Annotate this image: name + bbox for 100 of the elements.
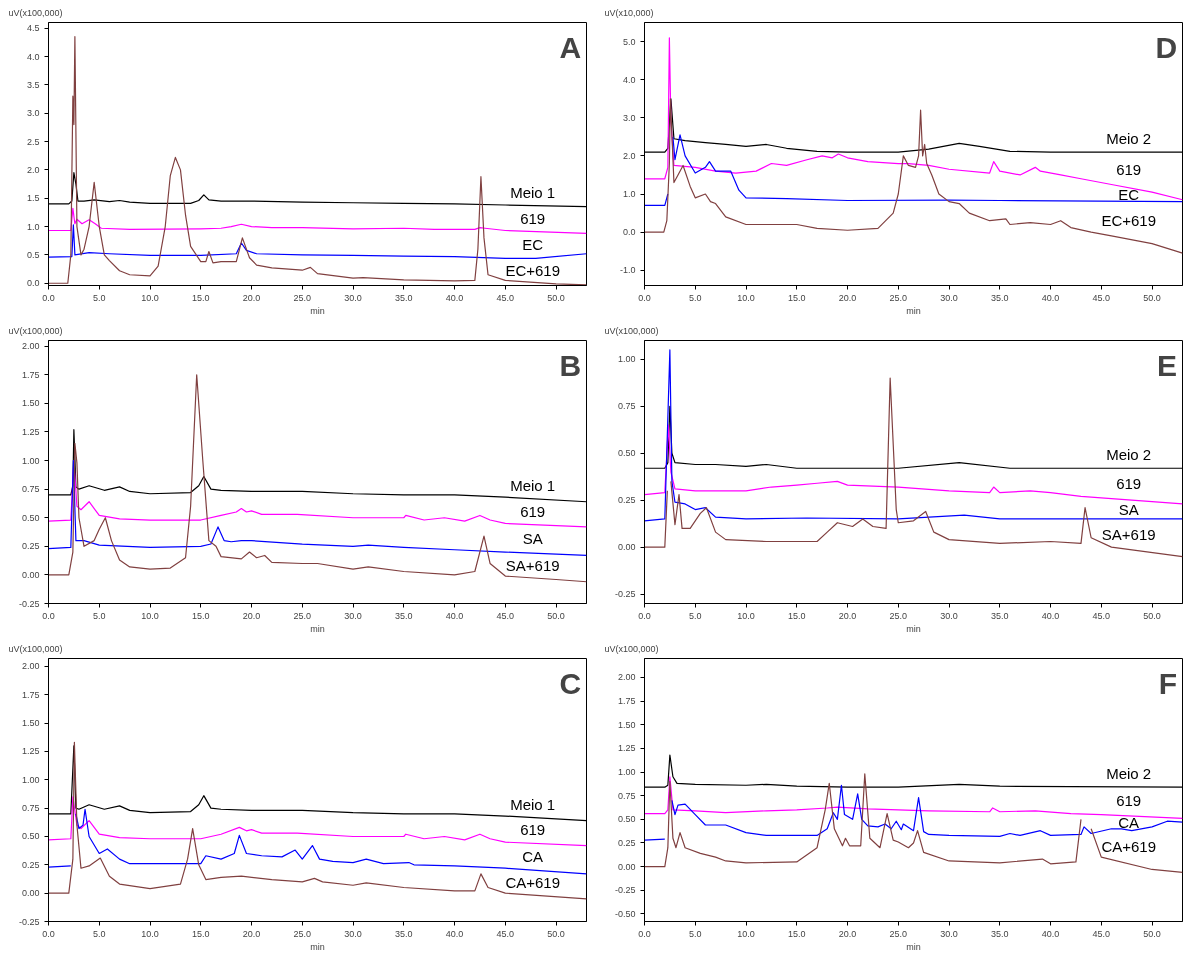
y-tick-label: 0.75 — [21, 803, 40, 814]
y-tick-label: 4.5 — [26, 23, 40, 34]
y-tick-label: 1.0 — [26, 221, 40, 232]
x-tick-label: 5.0 — [93, 610, 106, 621]
x-axis-title: min — [906, 623, 921, 634]
y-tick-label: -0.25 — [18, 916, 40, 927]
y-axis-title: uV(x100,000) — [604, 325, 659, 336]
x-tick-label: 40.0 — [445, 292, 464, 303]
x-tick-label: 35.0 — [991, 928, 1009, 939]
series-label: 619 — [520, 209, 546, 227]
y-tick-label: 0.50 — [21, 831, 40, 842]
y-tick-label: 1.25 — [21, 426, 40, 437]
series-label: EC+619 — [505, 261, 561, 279]
x-tick-label: 0.0 — [42, 292, 55, 303]
y-tick-label: 1.5 — [26, 193, 40, 204]
x-tick-label: 0.0 — [638, 610, 651, 621]
x-tick-label: 45.0 — [1092, 928, 1111, 939]
x-tick-label: 30.0 — [940, 292, 958, 303]
series-label: EC — [522, 236, 544, 254]
x-tick-label: 0.0 — [42, 610, 55, 621]
x-tick-label: 25.0 — [293, 928, 312, 939]
y-tick-label: 3.0 — [26, 108, 40, 119]
series-label: CA — [522, 848, 544, 866]
x-tick-label: 30.0 — [940, 928, 958, 939]
y-tick-label: 2.00 — [21, 661, 40, 672]
x-tick-label: 0.0 — [638, 928, 651, 939]
y-tick-label: 2.00 — [617, 672, 636, 683]
y-axis-title: uV(x100,000) — [604, 643, 659, 654]
x-tick-label: 45.0 — [496, 292, 515, 303]
y-tick-label: 0.0 — [26, 278, 40, 289]
series-label: SA — [522, 530, 543, 548]
y-tick-label: -0.25 — [18, 598, 40, 609]
series-label: Meio 1 — [510, 183, 556, 201]
x-tick-label: 45.0 — [1092, 292, 1111, 303]
y-tick-label: -1.0 — [619, 265, 636, 276]
annotation: D — [1155, 30, 1178, 64]
x-tick-label: 50.0 — [547, 928, 565, 939]
series-label: 619 — [520, 821, 546, 839]
y-tick-label: 1.25 — [21, 746, 40, 757]
y-tick-label: 0.25 — [21, 859, 40, 870]
x-tick-label: 20.0 — [838, 610, 857, 621]
series-label: CA+619 — [1101, 838, 1157, 856]
x-tick-label: 5.0 — [93, 292, 106, 303]
series-label: EC+619 — [1101, 211, 1157, 229]
x-tick-label: 40.0 — [445, 928, 464, 939]
series-label: Meio 1 — [510, 476, 556, 494]
x-tick-label: 20.0 — [838, 928, 857, 939]
y-tick-label: -0.25 — [614, 589, 636, 600]
annotation: A — [559, 30, 582, 64]
x-tick-label: 50.0 — [1143, 292, 1161, 303]
x-tick-label: 45.0 — [1092, 610, 1111, 621]
x-tick-label: 50.0 — [1143, 610, 1161, 621]
x-tick-label: 50.0 — [547, 292, 565, 303]
x-tick-label: 45.0 — [496, 610, 515, 621]
y-axis-title: uV(x10,000) — [604, 7, 654, 18]
y-tick-label: 1.75 — [21, 369, 40, 380]
x-tick-label: 40.0 — [1041, 292, 1060, 303]
series-label: Meio 1 — [510, 795, 556, 813]
x-tick-label: 50.0 — [547, 610, 565, 621]
y-tick-label: 1.00 — [21, 455, 40, 466]
y-tick-label: 0.75 — [21, 484, 40, 495]
x-axis-title: min — [906, 941, 921, 952]
y-axis-title: uV(x100,000) — [8, 643, 63, 654]
y-tick-label: 0.50 — [21, 512, 40, 523]
series-label: 619 — [520, 502, 546, 520]
x-tick-label: 15.0 — [788, 292, 806, 303]
series-label: CA+619 — [505, 874, 561, 892]
x-tick-label: 30.0 — [344, 292, 362, 303]
y-tick-label: 3.5 — [26, 79, 40, 90]
x-axis-title: min — [310, 305, 325, 316]
x-tick-label: 10.0 — [737, 610, 755, 621]
y-tick-label: 4.0 — [26, 51, 40, 62]
y-tick-label: 1.00 — [617, 354, 636, 365]
annotation: E — [1157, 348, 1178, 382]
series-label: Meio 2 — [1106, 446, 1152, 464]
y-tick-label: 0.50 — [617, 448, 636, 459]
y-tick-label: 0.75 — [617, 401, 636, 412]
annotation: B — [559, 348, 582, 382]
x-tick-label: 40.0 — [1041, 928, 1060, 939]
y-tick-label: 1.50 — [21, 398, 40, 409]
y-tick-label: 0.25 — [617, 495, 636, 506]
x-tick-label: 25.0 — [293, 292, 312, 303]
x-tick-label: 10.0 — [141, 610, 159, 621]
x-tick-label: 40.0 — [445, 610, 464, 621]
y-axis-title: uV(x100,000) — [8, 7, 63, 18]
x-tick-label: 0.0 — [42, 928, 55, 939]
series-label: Meio 2 — [1106, 130, 1152, 148]
x-tick-label: 20.0 — [242, 292, 261, 303]
x-tick-label: 45.0 — [496, 928, 515, 939]
y-tick-label: 5.0 — [622, 36, 636, 47]
x-tick-label: 15.0 — [788, 610, 806, 621]
y-tick-label: 3.0 — [622, 112, 636, 123]
y-tick-label: -0.50 — [614, 908, 636, 919]
x-tick-label: 10.0 — [141, 928, 159, 939]
y-tick-label: 1.0 — [622, 189, 636, 200]
x-tick-label: 35.0 — [991, 292, 1009, 303]
y-tick-label: 0.50 — [617, 814, 636, 825]
x-tick-label: 15.0 — [192, 292, 210, 303]
series-label: SA+619 — [1101, 525, 1156, 543]
x-tick-label: 25.0 — [293, 610, 312, 621]
